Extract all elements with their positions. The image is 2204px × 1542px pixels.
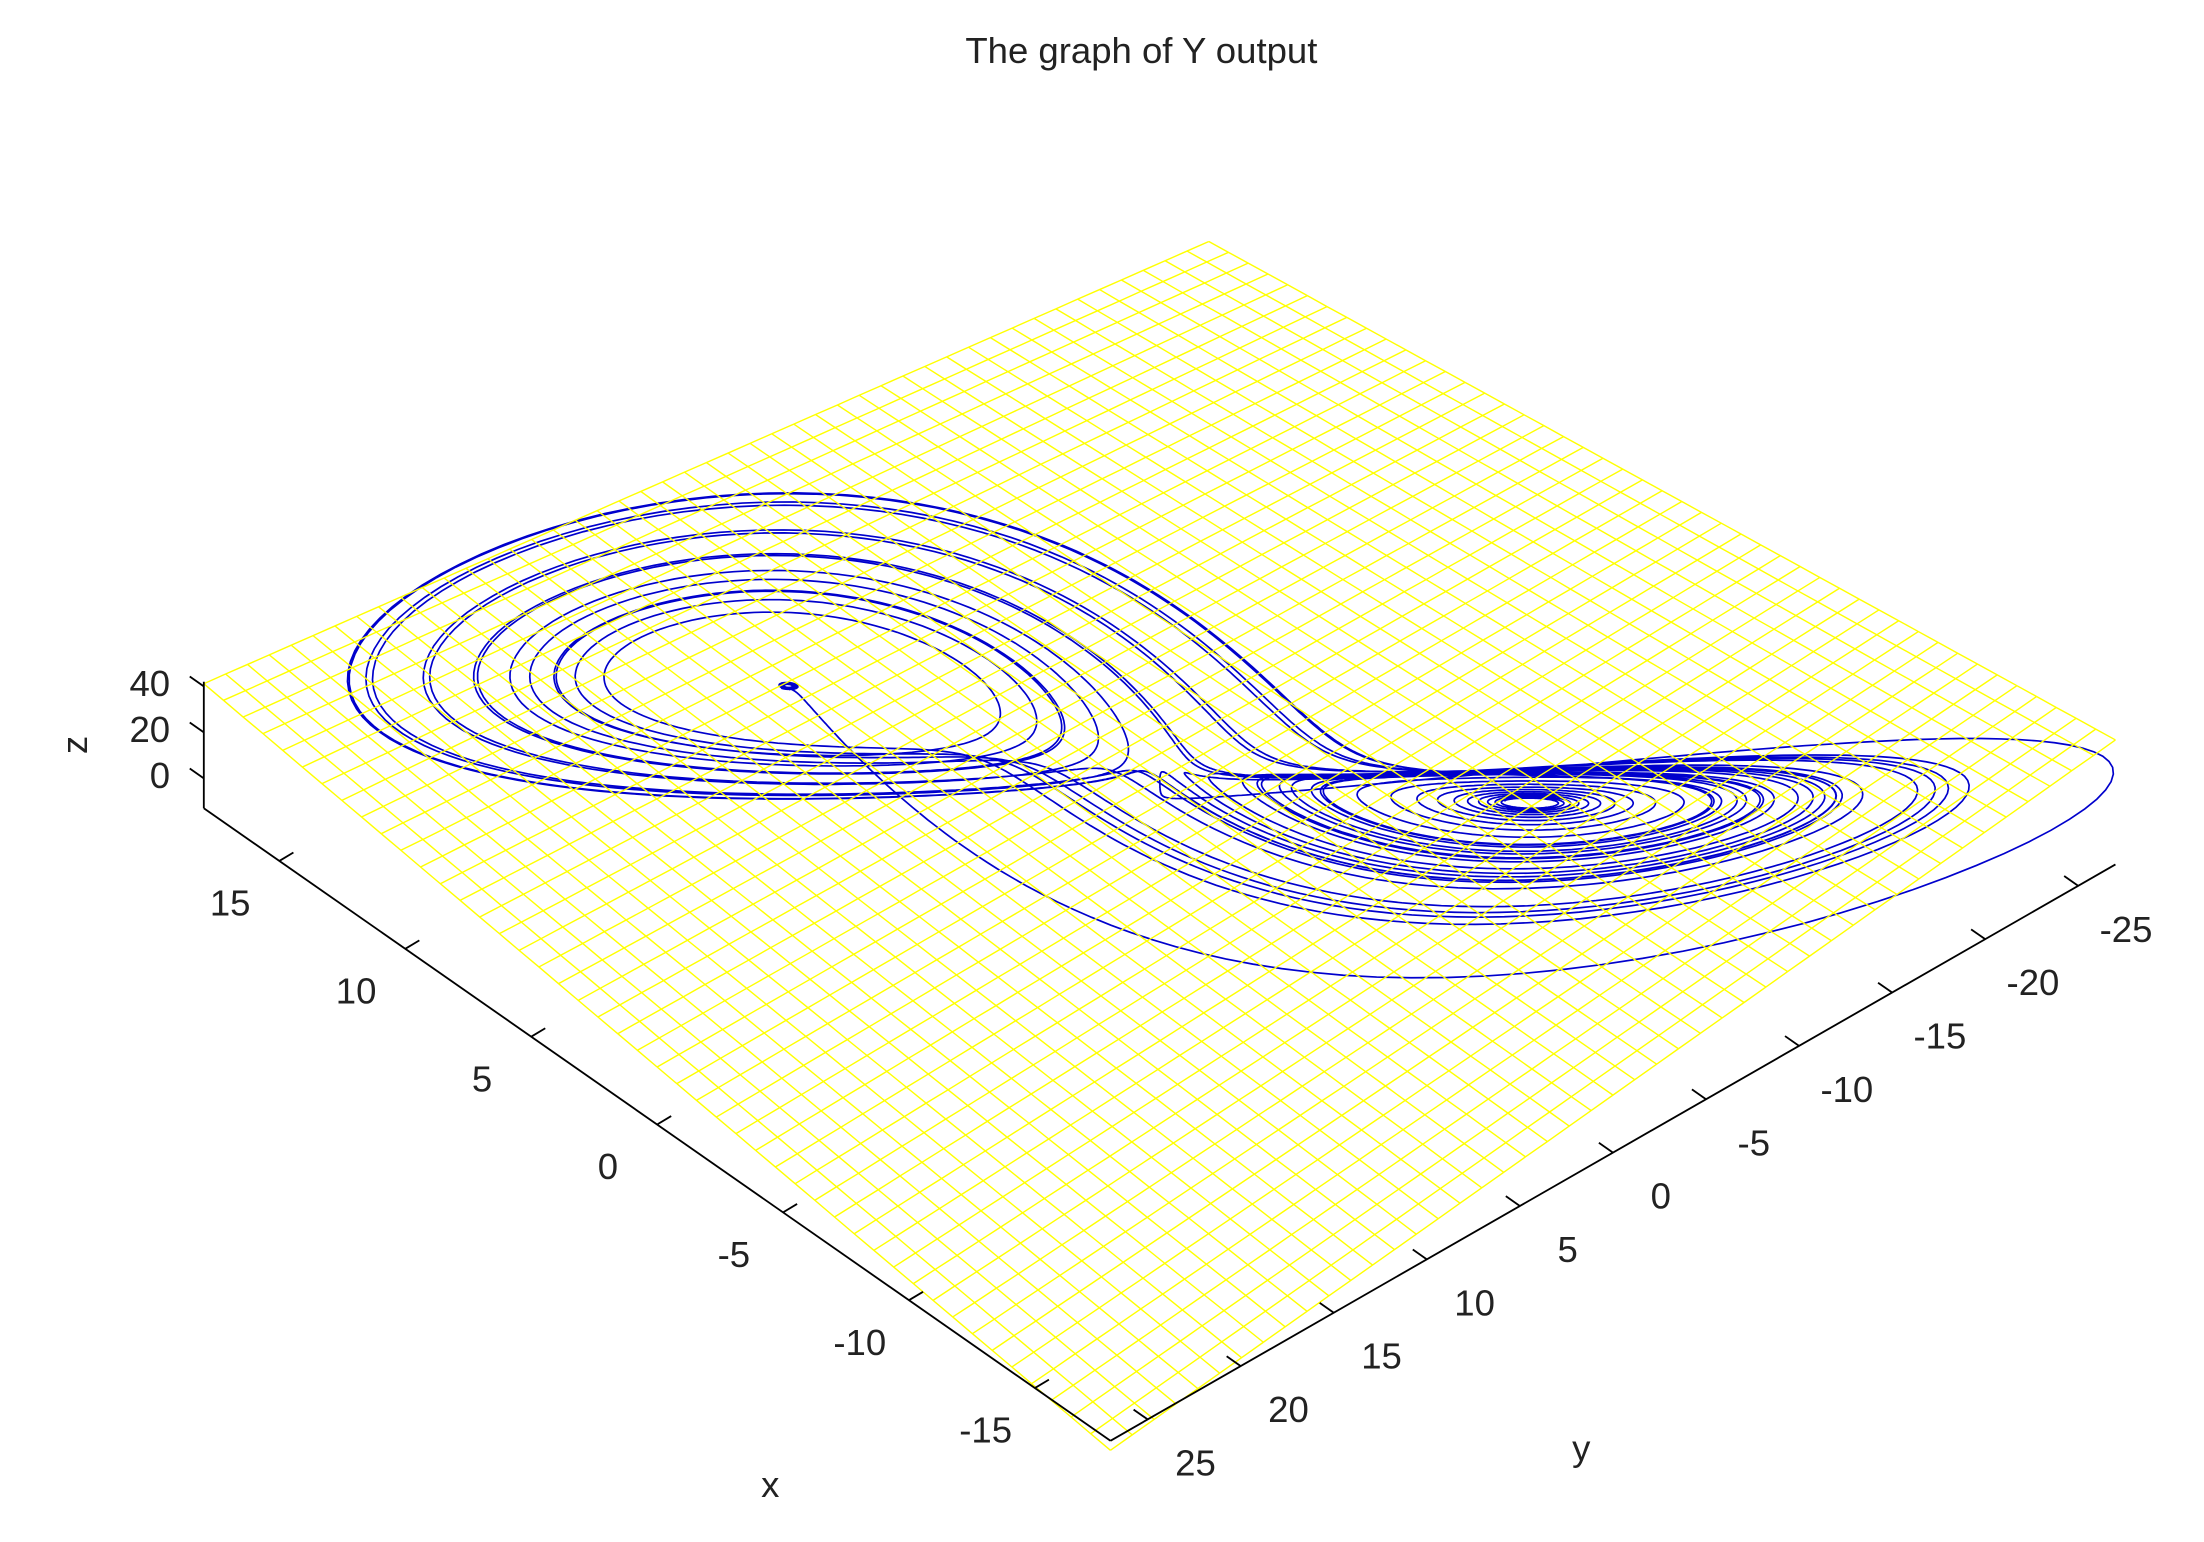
surface-line xyxy=(378,606,1286,1328)
x-tick-label: 5 xyxy=(472,1058,492,1099)
chart-title: The graph of Y output xyxy=(965,30,1317,71)
surface-line xyxy=(420,360,1426,868)
x-tick xyxy=(404,939,420,950)
z-tick-label: 20 xyxy=(129,709,170,750)
surface-line xyxy=(465,567,1374,1266)
surface-line xyxy=(440,370,1446,885)
surface-line xyxy=(705,462,1614,1096)
surface-line xyxy=(223,251,1229,701)
surface-line xyxy=(499,403,1505,935)
surface-line xyxy=(558,435,1564,985)
y-tick-label: 10 xyxy=(1454,1282,1495,1323)
surface-line xyxy=(400,596,1308,1312)
surface-line xyxy=(400,349,1407,851)
y-tick-label: 5 xyxy=(1558,1229,1578,1270)
surface-line xyxy=(617,468,1624,1035)
y-tick xyxy=(1133,1408,1149,1421)
surface-line xyxy=(203,683,1111,1451)
x-tick xyxy=(656,1115,672,1126)
y-tick xyxy=(1226,1355,1242,1367)
surface-line xyxy=(459,381,1466,901)
y-tick-label: -15 xyxy=(1913,1016,1966,1057)
surface-line xyxy=(662,481,1570,1127)
x-tick-label: -5 xyxy=(718,1234,750,1275)
surface-line xyxy=(577,446,1584,1002)
surface-line xyxy=(684,471,1592,1112)
x-tick xyxy=(1034,1378,1050,1389)
y-tick xyxy=(1505,1195,1521,1207)
y-tick xyxy=(1412,1248,1428,1261)
surface-line xyxy=(282,284,1288,751)
surface-line xyxy=(518,414,1525,951)
x-tick xyxy=(278,851,294,862)
surface-line xyxy=(262,273,1269,735)
y-tick-label: 0 xyxy=(1651,1176,1671,1217)
surface-line xyxy=(247,663,1155,1420)
surface-line xyxy=(552,529,1461,1204)
x-tick-label: 10 xyxy=(336,970,377,1011)
attractor-line xyxy=(346,491,2115,979)
x-tick xyxy=(908,1290,924,1301)
surface-line xyxy=(321,305,1328,785)
surface-line xyxy=(356,615,1264,1343)
x-tick-label: -10 xyxy=(833,1322,886,1363)
surface-line xyxy=(596,510,1505,1173)
surface-line xyxy=(341,316,1348,802)
surface-line xyxy=(268,654,1177,1405)
x-tick xyxy=(782,1203,798,1214)
surface-line xyxy=(479,392,1486,918)
surface-line xyxy=(597,457,1604,1018)
y-tick xyxy=(1970,928,1986,940)
x-tick xyxy=(530,1027,546,1038)
x-tick-label: -15 xyxy=(959,1410,1012,1451)
surface-line xyxy=(242,262,1249,718)
y-tick-label: 15 xyxy=(1361,1336,1402,1377)
y-tick-label: -25 xyxy=(2100,909,2153,950)
y-axis-label: y xyxy=(1572,1427,1591,1468)
surface-line xyxy=(361,327,1367,818)
y-axis xyxy=(1109,863,2116,1442)
surface-line xyxy=(380,338,1387,835)
y-tick-label: -5 xyxy=(1738,1122,1770,1163)
y-tick xyxy=(1319,1302,1335,1314)
surface-line xyxy=(203,240,1210,685)
surface-line xyxy=(443,577,1352,1281)
surface-line xyxy=(509,548,1417,1235)
surface-line xyxy=(421,587,1330,1297)
y-tick-label: 20 xyxy=(1268,1389,1309,1430)
x-tick-label: 15 xyxy=(210,883,251,924)
z-tick xyxy=(189,767,205,780)
y-tick xyxy=(1784,1035,1800,1047)
surface-line xyxy=(538,425,1545,968)
y-tick-label: -10 xyxy=(1820,1069,1873,1110)
surface-line xyxy=(574,519,1483,1189)
y-tick-label: 25 xyxy=(1175,1442,1216,1483)
z-tick-label: 0 xyxy=(150,755,170,796)
surface-line xyxy=(290,644,1199,1390)
z-axis-label: z xyxy=(54,736,95,754)
surface-line xyxy=(618,500,1526,1158)
surface-line xyxy=(531,538,1439,1220)
x-axis-label: x xyxy=(761,1464,779,1505)
z-tick-label: 40 xyxy=(129,663,170,704)
surface-line xyxy=(302,294,1308,768)
surface-line xyxy=(334,625,1243,1359)
y-tick-label: -20 xyxy=(2007,962,2060,1003)
x-tick-label: 0 xyxy=(598,1146,618,1187)
y-tick xyxy=(1691,1088,1707,1101)
surface-line xyxy=(225,673,1133,1436)
surface-line xyxy=(637,479,1643,1051)
z-tick xyxy=(189,675,205,688)
y-tick xyxy=(1598,1142,1614,1154)
y-tick xyxy=(2063,875,2079,887)
surface-line xyxy=(640,490,1548,1143)
surface-line xyxy=(312,635,1221,1374)
y-tick xyxy=(1877,981,1893,994)
z-tick xyxy=(189,721,205,734)
surface-line xyxy=(487,558,1395,1251)
